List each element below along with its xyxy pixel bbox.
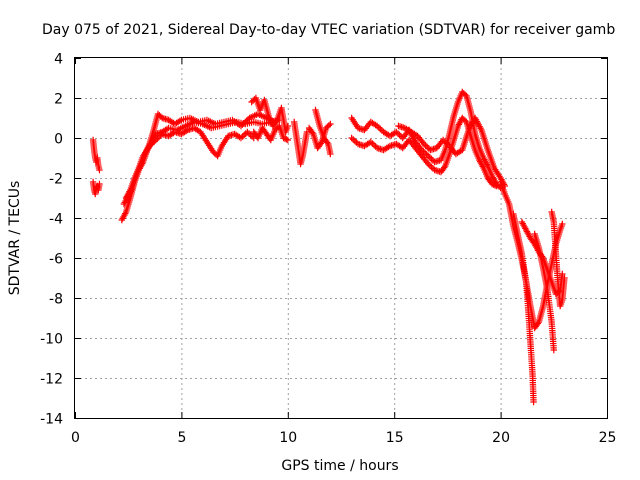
data-point — [96, 180, 103, 188]
data-point — [284, 136, 291, 144]
data-point — [280, 134, 287, 142]
data-point — [461, 117, 469, 124]
data-point — [309, 129, 316, 136]
data-point — [96, 166, 103, 174]
y-tick-labels: 4 2 0 -2 -4 -6 -8 -10 -12 -14 — [40, 52, 63, 428]
x-tick-label: 10 — [279, 430, 297, 446]
data-point — [283, 136, 290, 143]
data-point — [491, 182, 499, 189]
data-point — [426, 162, 434, 169]
data-point — [422, 142, 429, 149]
data-point — [323, 139, 331, 146]
y-axis-label: SDTVAR / TECUs — [7, 181, 23, 296]
y-tick-label: 2 — [54, 92, 63, 108]
data-point — [394, 130, 402, 137]
data-point — [488, 180, 496, 188]
data-point — [493, 182, 500, 190]
data-point — [377, 125, 384, 133]
x-tick-label: 5 — [177, 430, 186, 446]
data-point — [350, 136, 357, 143]
data-point — [281, 135, 289, 142]
y-tick-label: -6 — [49, 252, 63, 268]
y-tick-label: -14 — [40, 412, 63, 428]
data-point — [530, 398, 537, 406]
y-tick-label: 4 — [54, 52, 63, 68]
data-point — [272, 118, 280, 125]
grid — [75, 58, 607, 418]
data-point — [441, 164, 448, 171]
x-tick-labels: 0 5 10 15 20 25 — [71, 430, 616, 446]
x-axis-label: GPS time / hours — [281, 458, 398, 474]
data-point — [561, 274, 568, 282]
x-tick-label: 20 — [492, 430, 510, 446]
x-tick-label: 15 — [386, 430, 404, 446]
data-point — [244, 128, 251, 136]
data-point — [461, 91, 469, 98]
x-tick-label: 25 — [599, 430, 617, 446]
y-tick-label: -12 — [40, 372, 63, 388]
data-point — [559, 220, 566, 228]
chart-title: Day 075 of 2021, Sidereal Day-to-day VTE… — [42, 22, 615, 38]
x-tick-label: 0 — [71, 430, 80, 446]
y-tick-label: 0 — [54, 132, 63, 148]
data-point — [550, 346, 557, 354]
data-point — [327, 150, 334, 158]
y-tick-label: -10 — [40, 332, 63, 348]
data-point — [327, 120, 334, 128]
data-point — [534, 320, 542, 327]
data-points — [89, 88, 568, 406]
data-point — [490, 181, 497, 188]
data-point — [245, 130, 253, 137]
data-point — [351, 137, 359, 145]
data-point — [348, 134, 355, 142]
data-point — [317, 140, 324, 147]
y-tick-label: -2 — [49, 172, 63, 188]
y-tick-label: -4 — [49, 212, 63, 228]
plot-frame — [74, 57, 608, 419]
y-tick-label: -8 — [49, 292, 63, 308]
data-point — [284, 122, 291, 130]
data-point — [325, 122, 333, 129]
data-point — [428, 163, 435, 171]
data-point — [559, 270, 566, 278]
data-point — [369, 140, 376, 147]
